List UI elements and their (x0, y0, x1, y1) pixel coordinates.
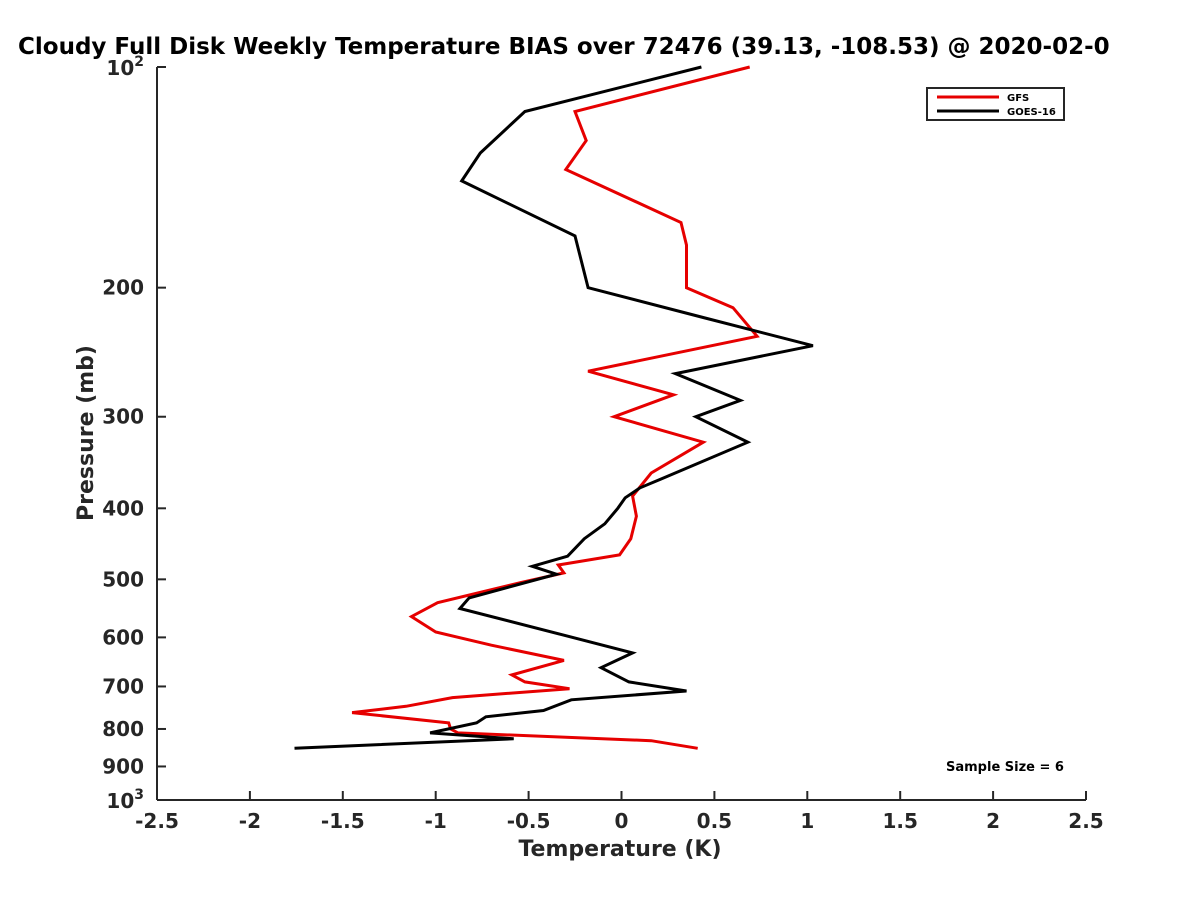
legend-box (926, 87, 1065, 121)
x-tick-label: 1.5 (882, 809, 917, 833)
y-tick-label: 400 (102, 496, 144, 520)
x-axis: -2.5 -2 -1.5 -1 -0.5 0 0.5 1 1.5 2 2.5 (135, 791, 1104, 833)
y-tick-label-bottom: 103 (106, 787, 144, 813)
y-axis-label: Pressure (mb) (74, 345, 99, 521)
tick-base: 10 (106, 56, 134, 80)
x-tick-label: 0.5 (697, 809, 732, 833)
x-axis-label: Temperature (K) (518, 837, 721, 862)
y-tick-label: 200 (102, 276, 144, 300)
legend-entry-label: GFS (1007, 93, 1029, 104)
series-line-gfs (351, 65, 760, 750)
chart-title: Cloudy Full Disk Weekly Temperature BIAS… (18, 34, 1110, 60)
x-tick-label: 0 (615, 809, 629, 833)
y-tick-label: 700 (102, 674, 144, 698)
y-tick-label: 300 (102, 405, 144, 429)
x-tick-label: -2.5 (135, 809, 179, 833)
tick-base: 10 (106, 789, 134, 813)
x-tick-label: -0.5 (507, 809, 551, 833)
y-tick-label: 500 (102, 567, 144, 591)
tick-exponent: 3 (134, 787, 144, 803)
x-tick-label: -2 (239, 809, 261, 833)
x-tick-label: 2 (986, 809, 1000, 833)
x-tick-label: -1 (425, 809, 447, 833)
sample-size-annotation: Sample Size = 6 (946, 760, 1064, 775)
tick-exponent: 2 (134, 54, 144, 70)
plot-area (294, 65, 814, 750)
y-tick-label: 800 (102, 717, 144, 741)
legend: GFS GOES-16 (926, 87, 1065, 121)
y-tick-label-top: 102 (106, 54, 144, 80)
legend-entry-label: GOES-16 (1007, 107, 1056, 118)
x-tick-label: -1.5 (321, 809, 365, 833)
y-tick-label: 900 (102, 754, 144, 778)
series-line-goes-16 (294, 65, 814, 750)
x-tick-label: 2.5 (1068, 809, 1103, 833)
x-tick-label: 1 (800, 809, 814, 833)
y-tick-label: 600 (102, 625, 144, 649)
